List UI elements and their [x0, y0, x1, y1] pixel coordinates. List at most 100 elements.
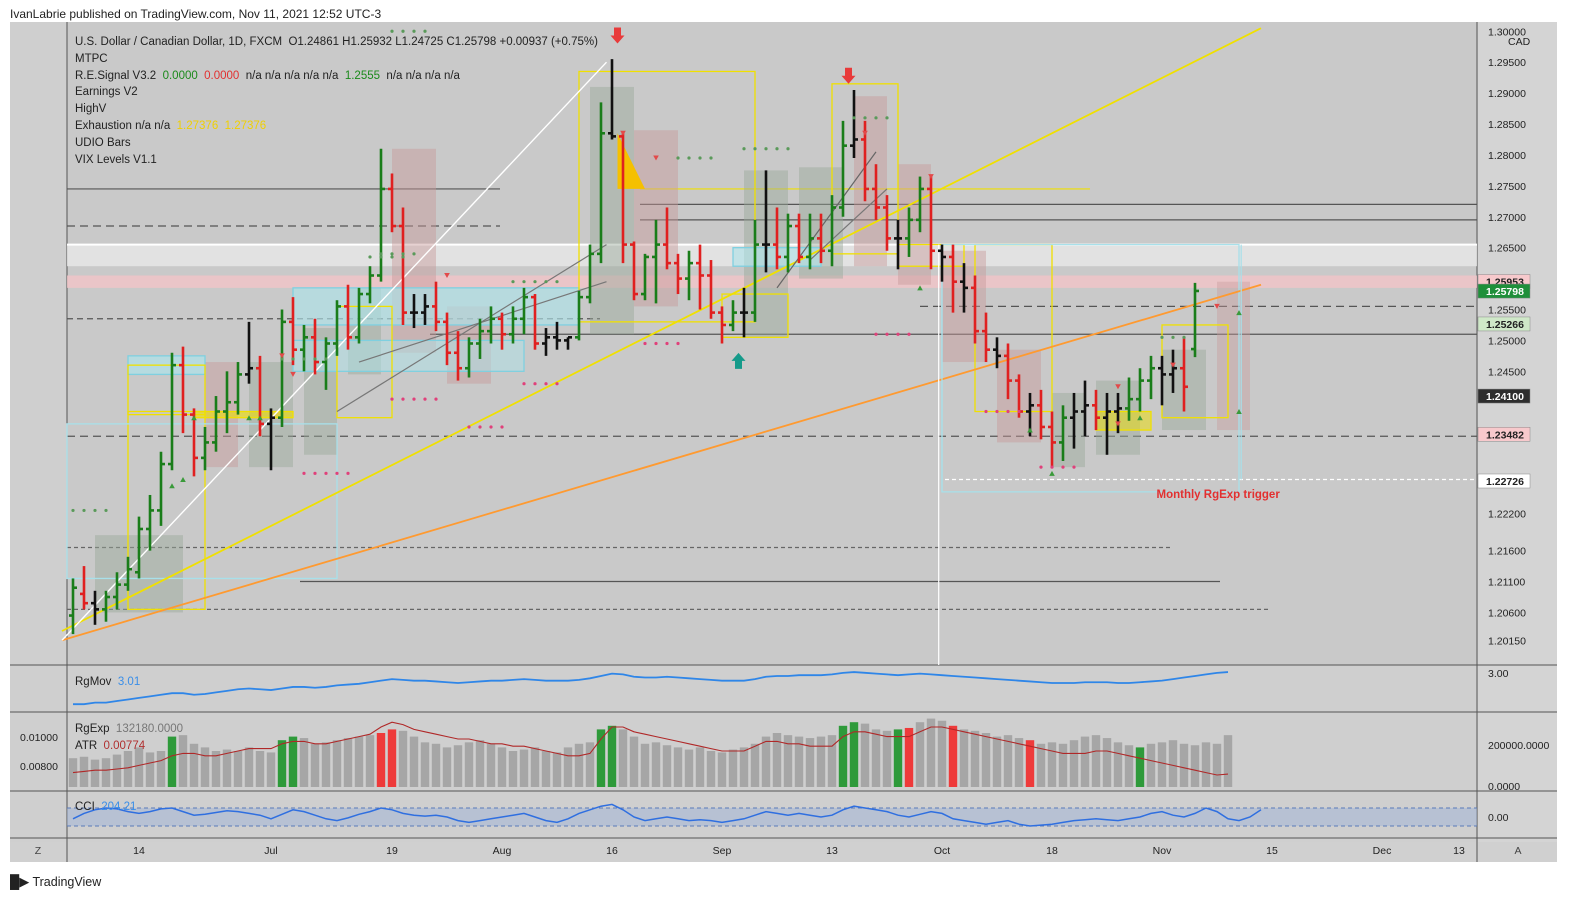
rgexp-volume-bar	[838, 725, 848, 787]
signal-dot	[313, 471, 317, 475]
ohlc-bar	[718, 306, 726, 344]
rgexp-volume-bar	[772, 733, 782, 787]
ohlc-bar	[905, 207, 913, 257]
ohlc-bar	[234, 362, 242, 415]
price-badge	[1477, 473, 1531, 489]
rgexp-volume-bar	[937, 720, 947, 787]
signal-dot	[522, 382, 526, 386]
rgexp-volume-bar	[1047, 742, 1057, 787]
rgexp-right-tick: 0.0000	[1488, 781, 1520, 793]
ohlc-bar	[1136, 368, 1144, 412]
rgexp-volume-bar	[376, 733, 386, 787]
ohlc-bar	[1191, 282, 1199, 358]
trend-line	[336, 244, 607, 413]
ohlc-bar	[1147, 355, 1155, 400]
signal-dot	[885, 332, 889, 336]
small-down-triangle	[1170, 362, 1176, 368]
legend-udio: UDIO Bars	[75, 136, 131, 149]
atr-value: 0.00774	[103, 740, 146, 752]
ohlc-bar	[1125, 377, 1133, 421]
ohlc-bar	[289, 297, 297, 366]
ohlc-bar	[641, 253, 649, 301]
signal-dot	[368, 255, 372, 259]
ohlc-bar	[212, 396, 220, 452]
rgexp-volume-bar	[464, 742, 474, 787]
rgexp-volume-bar	[981, 733, 991, 787]
small-down-triangle	[1115, 421, 1121, 427]
time-tick-label: Oct	[934, 845, 950, 857]
legend-exhaustion: Exhaustion n/a n/a	[75, 119, 171, 132]
legend-re-na2: n/a n/a n/a n/a	[386, 69, 460, 82]
price-tick-label: 1.30000	[1488, 26, 1526, 38]
rgexp-volume-bar	[519, 749, 529, 787]
price-badge-label: 1.24100	[1486, 391, 1524, 403]
small-down-triangle	[1214, 303, 1220, 309]
signal-dot	[401, 29, 405, 33]
rgmov-value: 3.01	[117, 676, 141, 688]
ohlc-bar	[586, 244, 594, 304]
ohlc-bar	[443, 312, 451, 366]
rgexp-volume-bar	[442, 747, 452, 787]
rgexp-volume-bar	[200, 747, 210, 787]
small-up-triangle	[180, 477, 186, 483]
cci-value: 204.21	[101, 801, 137, 813]
ohlc-bar	[1169, 349, 1177, 393]
time-tick-label: 13	[826, 845, 838, 857]
rgexp-volume-bar	[673, 747, 683, 787]
sell-arrow-icon	[610, 27, 625, 44]
rgexp-volume-bar	[233, 751, 243, 787]
rgexp-volume-bar	[1091, 735, 1101, 787]
atr-line	[72, 721, 1229, 776]
ohlc-bar	[520, 287, 528, 335]
ohlc-bar	[487, 306, 495, 344]
rgexp-volume-bar	[1025, 740, 1035, 787]
ohlc-bar	[971, 275, 979, 344]
price-badge-label: 1.25266	[1486, 319, 1524, 331]
signal-dot	[379, 252, 383, 256]
ohlc-bar	[916, 176, 924, 233]
zone-box	[1217, 281, 1250, 431]
rgexp-volume-bar	[1036, 743, 1046, 787]
price-badge-label: 1.25798	[1486, 286, 1524, 298]
ohlc-bar	[168, 352, 176, 471]
signal-dot	[764, 147, 768, 151]
ohlc-bar	[575, 290, 583, 341]
ohlc-bar	[938, 244, 946, 282]
rgexp-left-tick: 0.01000	[20, 732, 58, 744]
ohlc-bar	[806, 213, 814, 270]
signal-dot	[412, 29, 416, 33]
exhaustion-triangle	[617, 133, 645, 189]
ohlc-bar	[1180, 337, 1188, 412]
ohlc-bar	[157, 451, 165, 526]
trend-line	[61, 61, 608, 641]
monthly-rgexp-annotation: Monthly RgExp trigger	[1157, 489, 1281, 501]
rgexp-volume-bar	[508, 751, 518, 787]
rgexp-volume-bar	[871, 729, 881, 787]
rgexp-volume-bar	[1201, 742, 1211, 787]
rgexp-volume-bar	[926, 718, 936, 787]
rgexp-volume-bar	[794, 736, 804, 787]
rgexp-right-tick: 200000.0000	[1488, 740, 1549, 752]
small-up-triangle	[1236, 409, 1242, 415]
time-tick-label: Jul	[264, 845, 277, 857]
rgexp-volume-bar	[1157, 742, 1167, 787]
time-tick-label: Dec	[1373, 845, 1392, 857]
signal-dot	[1039, 465, 1043, 469]
cci-axis-label: 0.00	[1488, 812, 1509, 824]
ohlc-bar	[124, 556, 132, 591]
ohlc-bar	[828, 195, 836, 267]
price-tick-label: 1.21100	[1488, 577, 1525, 589]
zone-box	[336, 305, 393, 419]
rgexp-volume-bar	[1102, 738, 1112, 787]
signal-dot	[423, 397, 427, 401]
ohlc-bar	[839, 120, 847, 217]
time-tick-label: 13	[1453, 845, 1465, 857]
tradingview-logo[interactable]: █▶ TradingView	[10, 874, 101, 890]
rgexp-volume-bar	[607, 725, 617, 787]
price-tick-label: 1.25000	[1488, 335, 1526, 347]
legend-earnings: Earnings V2	[75, 86, 138, 99]
signal-dot	[390, 29, 394, 33]
signal-dot	[412, 397, 416, 401]
signal-dot	[478, 425, 482, 429]
